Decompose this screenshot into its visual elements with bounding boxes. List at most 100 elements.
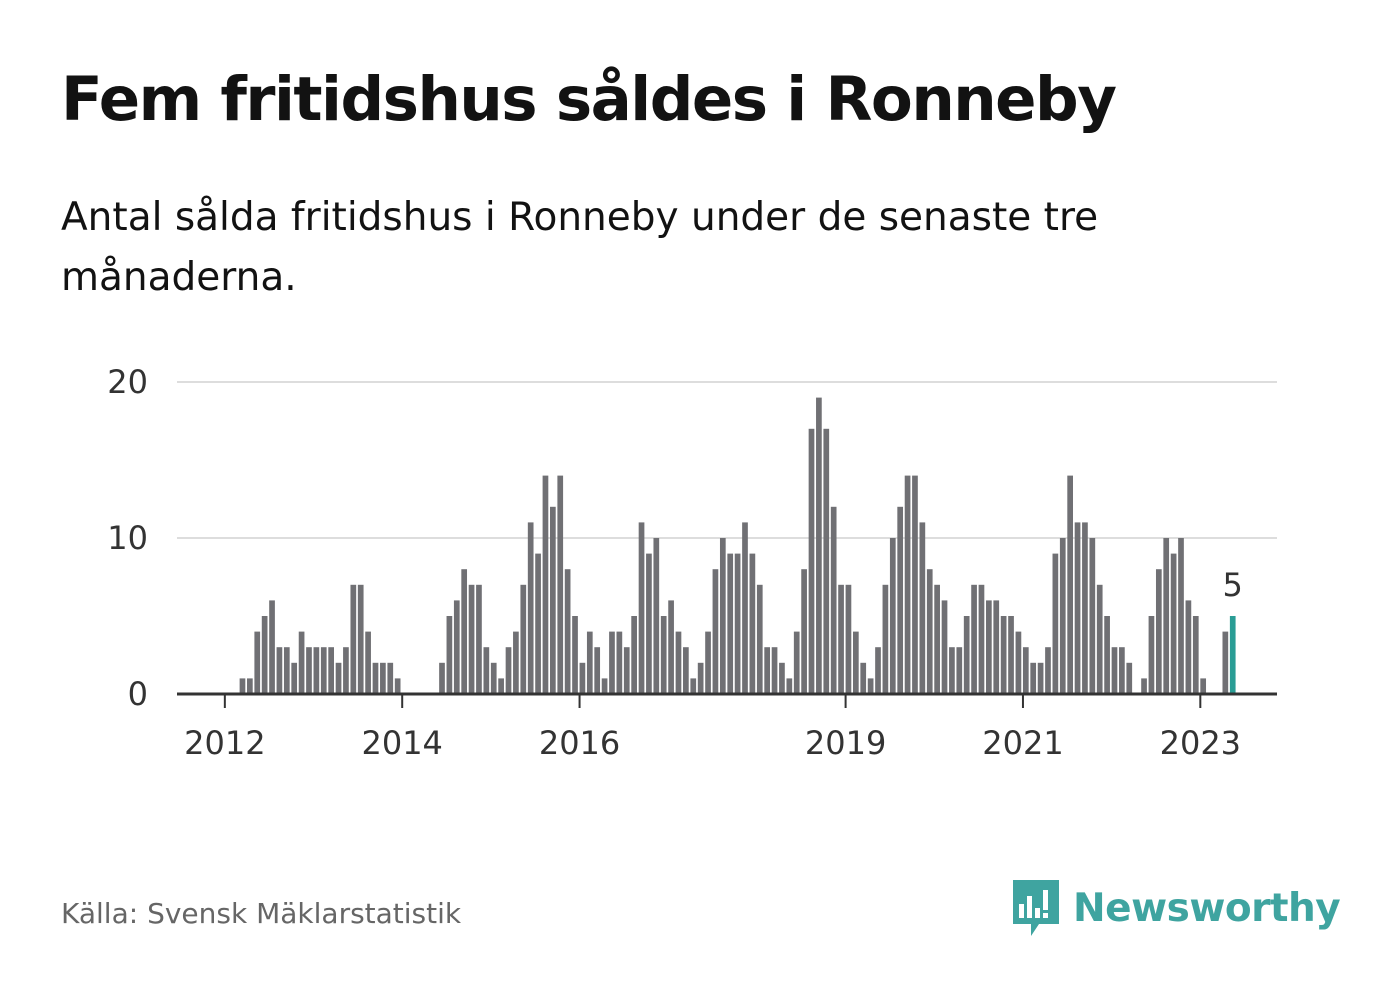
bar (882, 584, 889, 694)
bar (793, 631, 800, 694)
y-tick-label: 10 (107, 519, 148, 557)
bar (919, 522, 926, 694)
bar (668, 600, 674, 694)
bar (1096, 584, 1103, 694)
bar (247, 678, 253, 694)
bar (860, 662, 867, 694)
bar (468, 584, 475, 694)
bar (557, 475, 564, 694)
bar (1074, 522, 1081, 694)
bar (335, 662, 342, 694)
bar (394, 678, 401, 694)
bar (646, 553, 652, 694)
bar (1170, 553, 1177, 694)
bar (520, 584, 527, 694)
bar (1067, 475, 1073, 694)
bar (1030, 662, 1037, 694)
bar (1089, 538, 1096, 694)
bar (1015, 631, 1022, 694)
bar (1200, 678, 1207, 694)
bar (594, 647, 601, 694)
bar (505, 647, 512, 694)
x-tick-label: 2023 (1160, 724, 1241, 762)
bar (572, 616, 578, 694)
bar (889, 538, 896, 694)
bar (1185, 600, 1192, 694)
bar (239, 678, 246, 694)
bar (852, 631, 859, 694)
bar (535, 553, 541, 694)
bar (269, 600, 275, 694)
x-tick-label: 2021 (982, 724, 1063, 762)
bar (1155, 569, 1162, 694)
y-tick-label: 0 (128, 675, 148, 713)
source-note: Källa: Svensk Mäklarstatistik (61, 897, 462, 930)
bar (705, 631, 711, 694)
bar (261, 616, 268, 694)
bar-chart: 0 10 20 5 2012 2014 2016 2019 2021 2023 (107, 363, 1277, 762)
bar (1222, 631, 1229, 694)
bar (350, 584, 357, 694)
x-tick-label: 2012 (184, 724, 265, 762)
brand-logo: Newsworthy (1011, 878, 1341, 938)
bar (771, 647, 778, 694)
bar (631, 616, 637, 694)
bar (801, 569, 807, 694)
bar (483, 647, 490, 694)
x-tick-label: 2014 (361, 724, 442, 762)
bar (712, 569, 719, 694)
chart-title: Fem fritidshus såldes i Ronneby (61, 64, 1117, 135)
bar (1082, 522, 1088, 694)
bar (1126, 662, 1133, 694)
bar (490, 662, 497, 694)
bar (986, 600, 992, 694)
bar (476, 584, 482, 694)
bar (1192, 616, 1199, 694)
bar (298, 631, 305, 694)
bar (564, 569, 571, 694)
bar (742, 522, 748, 694)
bar (306, 647, 312, 694)
bar (550, 506, 556, 694)
bar (1045, 647, 1051, 694)
bar (616, 631, 623, 694)
bar (993, 600, 1000, 694)
bar (446, 616, 453, 694)
bar (816, 397, 822, 694)
bar (283, 647, 290, 694)
bar (1000, 616, 1007, 694)
bar (845, 584, 852, 694)
bar (727, 553, 734, 694)
bar (875, 647, 881, 694)
bar (453, 600, 460, 694)
bar (461, 569, 468, 694)
bar (609, 631, 615, 694)
bar (963, 616, 970, 694)
bar (734, 553, 741, 694)
bar (838, 584, 844, 694)
bar (660, 616, 667, 694)
bar (513, 631, 519, 694)
bar (956, 647, 963, 694)
bar (1119, 647, 1125, 694)
bar (756, 584, 763, 694)
bar (380, 662, 386, 694)
bar (439, 662, 445, 694)
bar (719, 538, 726, 694)
bar (387, 662, 394, 694)
bar (1111, 647, 1118, 694)
bar (1059, 538, 1066, 694)
bar (623, 647, 630, 694)
bar (867, 678, 874, 694)
bar-highlight (1229, 616, 1236, 694)
bar (527, 522, 534, 694)
bar (638, 522, 645, 694)
bar (1163, 538, 1170, 694)
bar (904, 475, 911, 694)
bar (779, 662, 785, 694)
bar (372, 662, 379, 694)
bar (276, 647, 283, 694)
newsworthy-logo-icon (1013, 880, 1059, 936)
bar (683, 647, 689, 694)
bar (601, 678, 608, 694)
